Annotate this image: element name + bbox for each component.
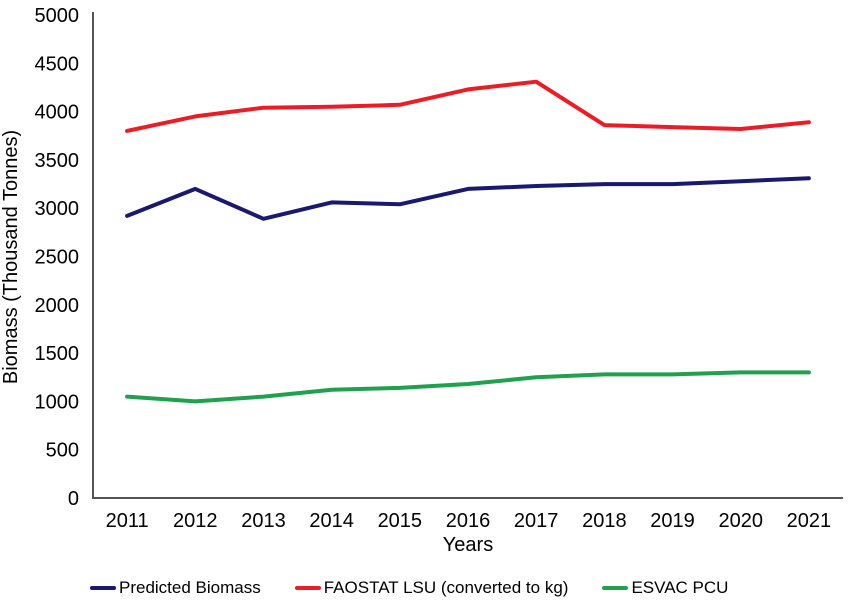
y-tick-label: 5000 [35,5,80,27]
y-tick-label: 1500 [35,343,80,365]
y-axis-title: Biomass (Thousand Tonnes) [0,130,22,384]
x-tick-label: 2014 [309,510,354,532]
x-tick-label: 2017 [514,510,559,532]
y-tick-label: 2500 [35,247,80,269]
legend-item: ESVAC PCU [602,578,728,598]
legend-item: Predicted Biomass [90,578,261,598]
series-line-esvac-pcu [125,370,811,404]
x-tick-label: 2012 [173,510,218,532]
legend-line-swatch-icon [602,586,629,590]
x-tick-label: 2016 [446,510,491,532]
x-tick-label: 2013 [241,510,286,532]
legend-label: ESVAC PCU [631,578,729,597]
x-tick-label: 2021 [787,510,832,532]
x-tick-label: 2020 [718,510,763,532]
y-tick-label: 1000 [35,391,80,413]
chart-generated-content: 0 500 1000 1500 2000 2500 3000 3500 4000 4500 5000… [35,5,843,532]
legend-line-swatch-icon [90,586,116,590]
x-tick-label: 2019 [650,510,695,532]
series-line-faostat-lsu-converted-to-kg [125,79,811,133]
x-axis-title: Years [443,534,493,556]
x-tick-label: 2011 [106,510,149,532]
y-tick-label: 2000 [35,295,80,317]
legend-label: FAOSTAT LSU (converted to kg) [323,578,569,597]
series-line-predicted-biomass [125,176,811,221]
y-tick-label: 0 [68,488,79,510]
legend-label: Predicted Biomass [119,578,261,597]
y-tick-label: 4500 [35,53,80,75]
legend-item: FAOSTAT LSU (converted to kg) [294,578,569,598]
legend-line-swatch-icon [294,586,321,590]
x-tick-label: 2015 [378,510,423,532]
y-tick-label: 3000 [35,198,80,220]
x-tick-label: 2018 [582,510,627,532]
y-tick-label: 500 [46,440,79,462]
y-tick-label: 4000 [35,102,80,124]
y-tick-label: 3500 [35,150,80,172]
legend: Predicted Biomass FAOSTAT LSU (converted … [90,576,830,600]
